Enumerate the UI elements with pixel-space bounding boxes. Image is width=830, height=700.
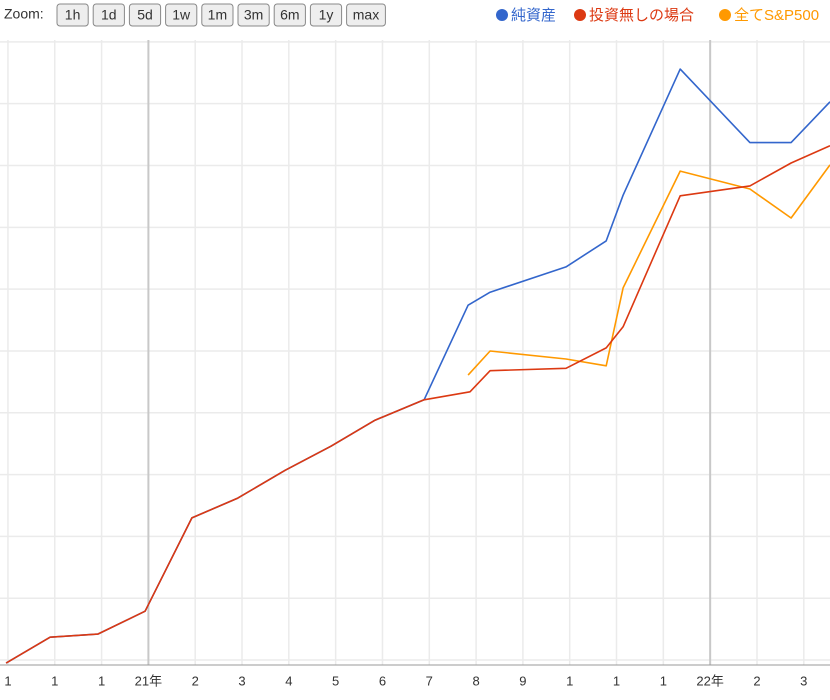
zoom-button[interactable]: 6m (273, 3, 306, 27)
zoom-button-bg (346, 3, 386, 27)
legend-label: 全てS&P500 (734, 6, 819, 24)
x-tick-label: 1 (51, 673, 58, 688)
zoom-button-label[interactable]: 1y (319, 7, 334, 23)
x-tick-label: 5 (332, 673, 339, 688)
x-tick-label: 1 (98, 673, 105, 688)
x-tick-label: 1 (4, 673, 11, 688)
x-tick-label: 7 (426, 673, 433, 688)
zoom-button[interactable]: 3m (237, 3, 270, 27)
zoom-button-bg (273, 3, 306, 27)
x-tick-label: 21年 (135, 673, 162, 688)
zoom-button-label[interactable]: 1h (65, 7, 81, 23)
legend-marker (574, 9, 586, 21)
x-tick-label: 9 (519, 673, 526, 688)
zoom-button[interactable]: 1w (165, 3, 198, 27)
x-tick-label: 6 (379, 673, 386, 688)
zoom-button-bg (309, 3, 343, 27)
legend-marker (496, 9, 508, 21)
x-tick-label: 22年 (696, 673, 723, 688)
x-tick-label: 1 (660, 673, 667, 688)
x-tick-label: 1 (566, 673, 573, 688)
zoom-button-label[interactable]: 1w (172, 7, 191, 23)
zoom-button[interactable]: 1m (201, 3, 234, 27)
series-line (467, 164, 830, 376)
zoom-button-bg (128, 3, 162, 27)
legend-marker (719, 9, 731, 21)
x-tick-label: 8 (472, 673, 479, 688)
x-tick-label: 2 (753, 673, 760, 688)
zoom-button-bg (237, 3, 270, 27)
series-line (5, 144, 830, 664)
zoom-button[interactable]: 1h (56, 3, 89, 27)
x-tick-label: 4 (285, 673, 292, 688)
zoom-button-label[interactable]: 3m (244, 7, 263, 23)
x-tick-label: 1 (613, 673, 620, 688)
x-tick-label: 2 (192, 673, 199, 688)
zoom-button-label[interactable]: max (353, 7, 379, 23)
zoom-button-label[interactable]: 5d (137, 7, 153, 23)
zoom-button[interactable]: 1y (309, 3, 343, 27)
zoom-button-bg (56, 3, 89, 27)
zoom-button-bg (201, 3, 234, 27)
series-line (5, 68, 830, 664)
zoom-button-bg (92, 3, 125, 27)
legend-label: 投資無しの場合 (589, 7, 694, 24)
legend-label: 純資産 (511, 7, 556, 24)
zoom-button-label[interactable]: 1d (101, 7, 117, 23)
x-tick-label: 3 (238, 673, 245, 688)
zoom-button-bg (165, 3, 198, 27)
x-tick-label: 3 (800, 673, 807, 688)
zoom-button[interactable]: 5d (128, 3, 162, 27)
zoom-label: Zoom: (4, 6, 44, 22)
zoom-button-label[interactable]: 1m (208, 7, 227, 23)
zoom-button[interactable]: 1d (92, 3, 125, 27)
zoom-button-label[interactable]: 6m (280, 7, 299, 23)
zoom-button[interactable]: max (346, 3, 386, 27)
